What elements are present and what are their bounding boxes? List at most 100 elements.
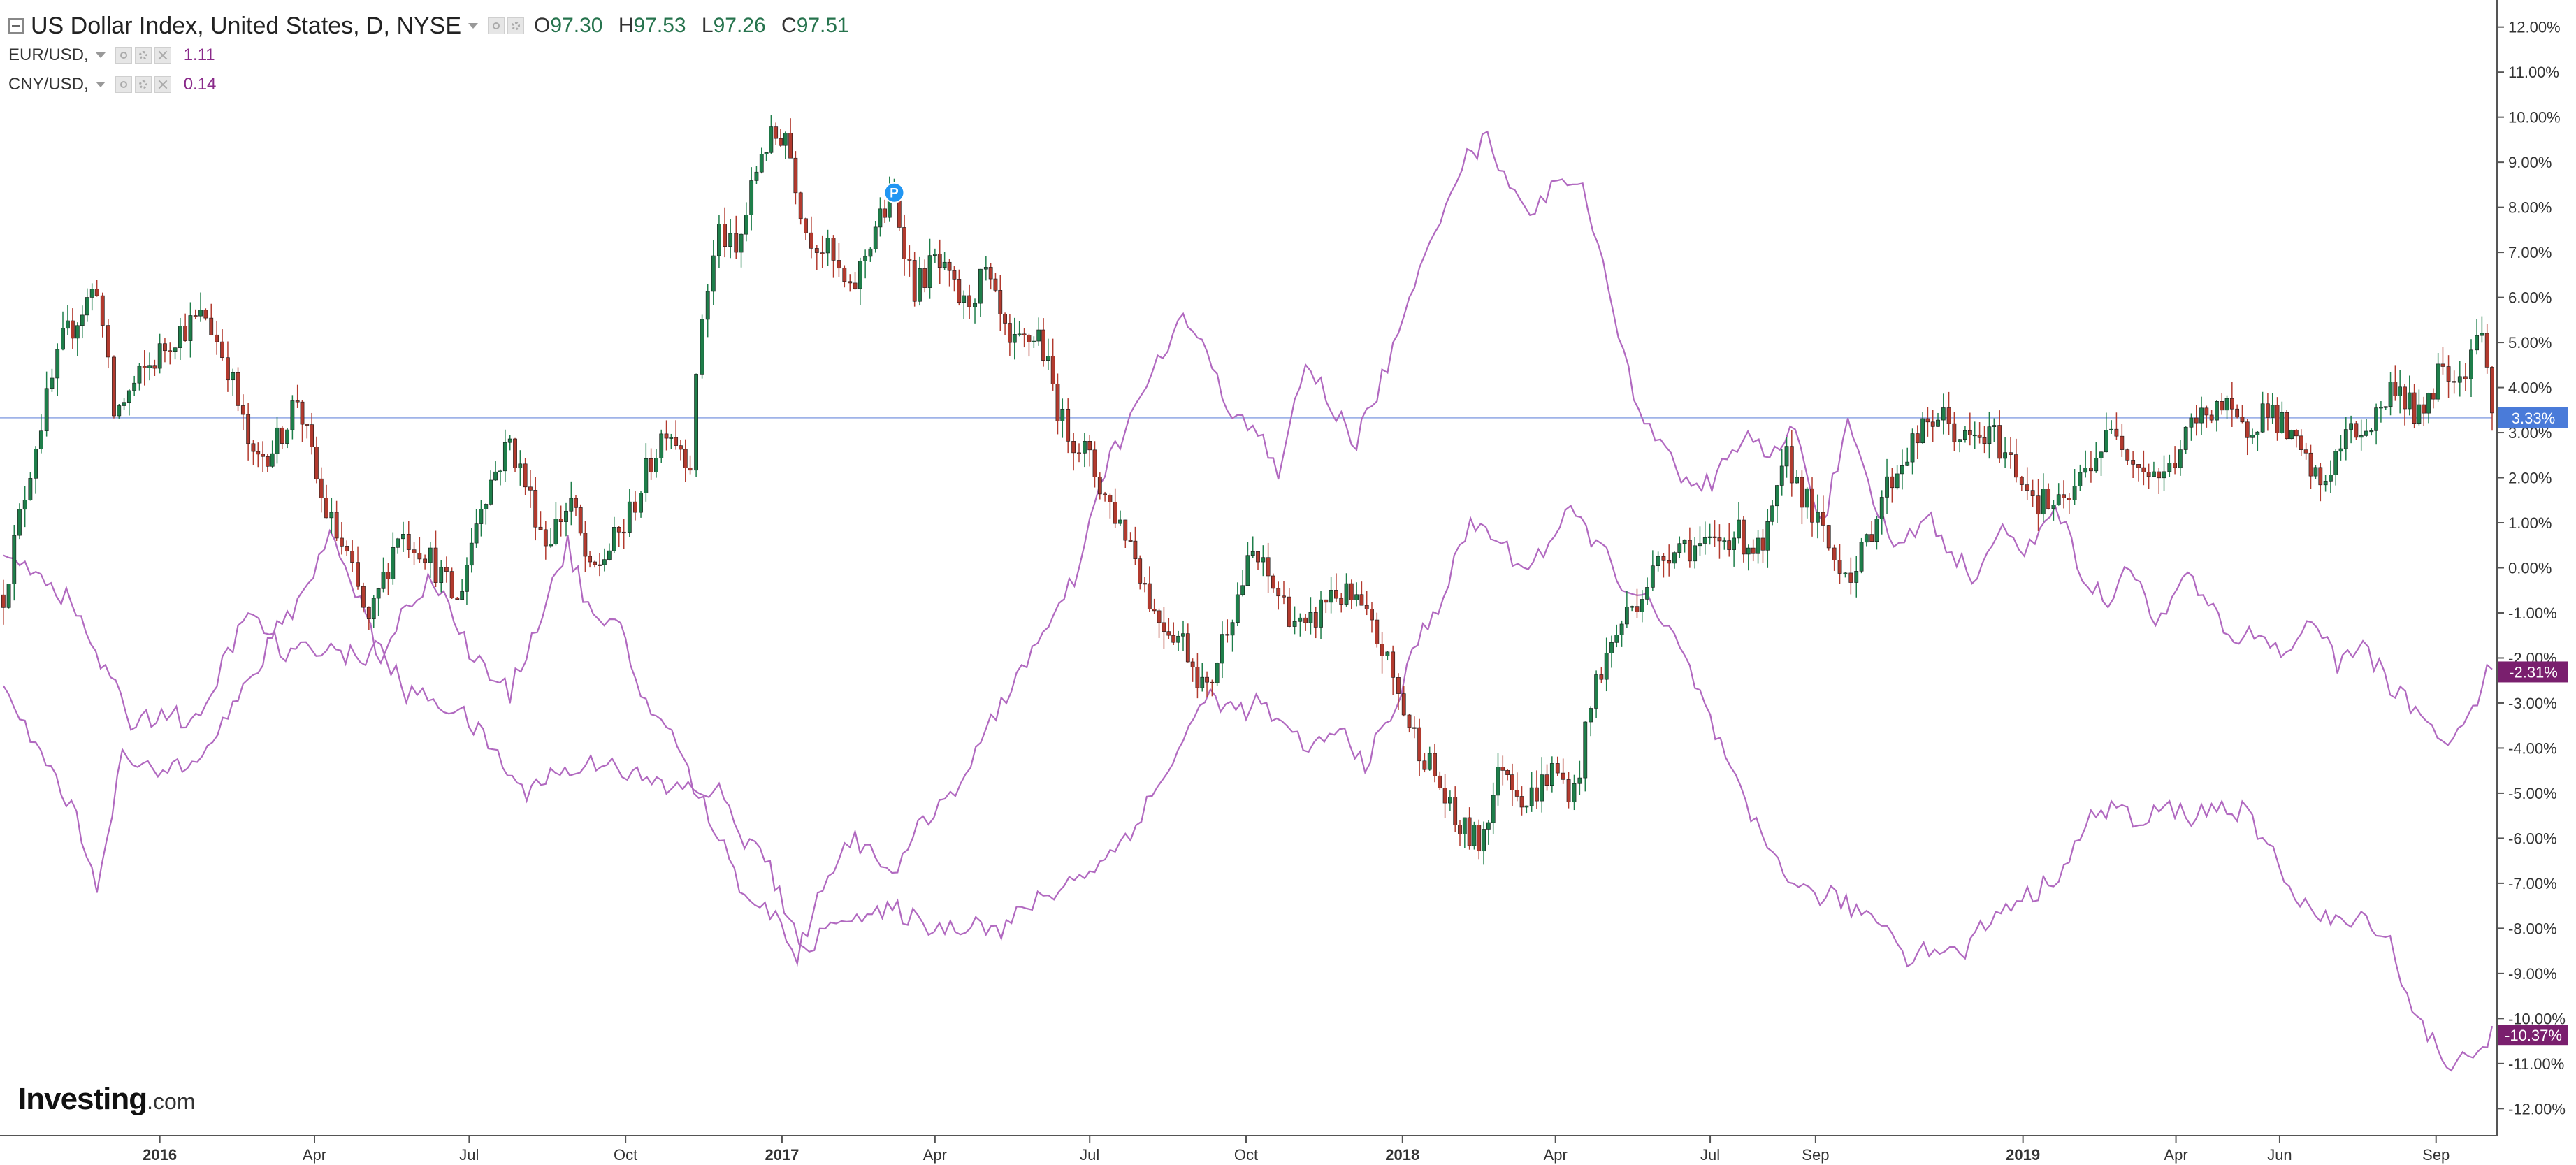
candle[interactable] [612, 516, 616, 553]
candle[interactable] [1162, 607, 1166, 649]
candle[interactable] [1364, 591, 1369, 616]
candle[interactable] [1594, 670, 1598, 718]
candle[interactable] [649, 448, 653, 480]
candle[interactable] [1438, 771, 1442, 790]
candle[interactable] [1682, 539, 1687, 553]
candle[interactable] [2141, 450, 2146, 486]
candle[interactable] [1650, 550, 1655, 591]
candle[interactable] [203, 308, 208, 321]
candle[interactable] [2318, 463, 2323, 502]
candle[interactable] [406, 521, 411, 558]
candle[interactable] [1915, 425, 1920, 459]
candle[interactable] [1756, 530, 1760, 564]
candle[interactable] [1544, 764, 1549, 791]
candle[interactable] [2398, 370, 2403, 414]
candle[interactable] [1442, 774, 1447, 818]
candle[interactable] [188, 302, 193, 358]
candle[interactable] [2019, 475, 2024, 491]
candle[interactable] [1687, 527, 1692, 568]
candle[interactable] [1176, 630, 1181, 651]
candle[interactable] [1298, 613, 1303, 637]
candle[interactable] [215, 320, 219, 355]
candle[interactable] [1486, 820, 1491, 845]
candle[interactable] [2383, 406, 2388, 410]
candle[interactable] [1138, 555, 1143, 590]
candle[interactable] [1271, 573, 1275, 593]
candle[interactable] [366, 606, 371, 630]
candle[interactable] [967, 284, 972, 319]
visibility-icon[interactable] [488, 17, 505, 34]
candle[interactable] [2120, 424, 2125, 457]
candle[interactable] [345, 540, 349, 556]
candle[interactable] [1667, 544, 1672, 577]
candle[interactable] [2484, 324, 2489, 374]
candle[interactable] [1050, 338, 1055, 391]
candle[interactable] [12, 525, 17, 601]
candle[interactable] [1380, 632, 1384, 674]
main-series-title[interactable]: US Dollar Index, United States, D, NYSE [31, 12, 462, 39]
candle[interactable] [1220, 621, 1224, 679]
candle[interactable] [2146, 463, 2151, 489]
candle[interactable] [814, 245, 819, 270]
candle[interactable] [2354, 421, 2359, 440]
candle[interactable] [2114, 412, 2119, 440]
candle[interactable] [417, 537, 422, 563]
candle[interactable] [1789, 430, 1794, 497]
candle[interactable] [132, 375, 137, 396]
candle[interactable] [484, 503, 489, 525]
candle[interactable] [2152, 461, 2156, 477]
candle[interactable] [2199, 396, 2204, 435]
candle[interactable] [126, 389, 131, 416]
candle[interactable] [2369, 428, 2374, 436]
candle[interactable] [1324, 599, 1329, 614]
candle[interactable] [1041, 318, 1045, 367]
candle[interactable] [764, 152, 769, 161]
candle[interactable] [907, 245, 912, 277]
candle[interactable] [2167, 454, 2172, 477]
candle[interactable] [912, 252, 917, 307]
candle[interactable] [142, 350, 147, 386]
candle[interactable] [2422, 396, 2426, 426]
candle[interactable] [1910, 428, 1915, 475]
candle[interactable] [1458, 820, 1462, 846]
candle[interactable] [1677, 536, 1682, 558]
candle[interactable] [1319, 591, 1323, 639]
candle[interactable] [593, 560, 597, 568]
candle[interactable] [2431, 388, 2436, 409]
candle[interactable] [2379, 401, 2383, 423]
candle[interactable] [1412, 716, 1417, 739]
candle[interactable] [694, 373, 698, 477]
candle[interactable] [1765, 509, 1770, 568]
candle[interactable] [918, 256, 922, 306]
candle[interactable] [518, 450, 523, 486]
collapse-legend-icon[interactable] [8, 18, 24, 34]
candle[interactable] [1092, 441, 1097, 488]
candle[interactable] [942, 252, 947, 270]
candle[interactable] [1, 579, 6, 625]
candle[interactable] [275, 417, 280, 464]
candle[interactable] [957, 269, 962, 306]
candle[interactable] [1535, 770, 1539, 809]
settings-icon[interactable] [507, 17, 525, 34]
candle[interactable] [391, 532, 396, 585]
candle[interactable] [137, 363, 142, 391]
candle[interactable] [1282, 581, 1286, 605]
candle[interactable] [788, 118, 793, 159]
candle[interactable] [295, 384, 300, 408]
candle[interactable] [769, 115, 774, 154]
candle[interactable] [1261, 545, 1266, 577]
candle[interactable] [220, 329, 224, 361]
candle[interactable] [2388, 372, 2393, 416]
candle[interactable] [1972, 421, 1977, 449]
candle[interactable] [783, 131, 788, 159]
cny-series-title[interactable]: CNY/USD, [8, 75, 89, 94]
candle[interactable] [290, 395, 295, 440]
candle[interactable] [2183, 426, 2188, 454]
candle[interactable] [705, 284, 710, 338]
candle[interactable] [1152, 598, 1157, 614]
candle[interactable] [1077, 443, 1081, 463]
candle[interactable] [329, 498, 334, 534]
candle[interactable] [873, 221, 878, 253]
candle[interactable] [2270, 393, 2275, 424]
candle[interactable] [1313, 606, 1318, 639]
